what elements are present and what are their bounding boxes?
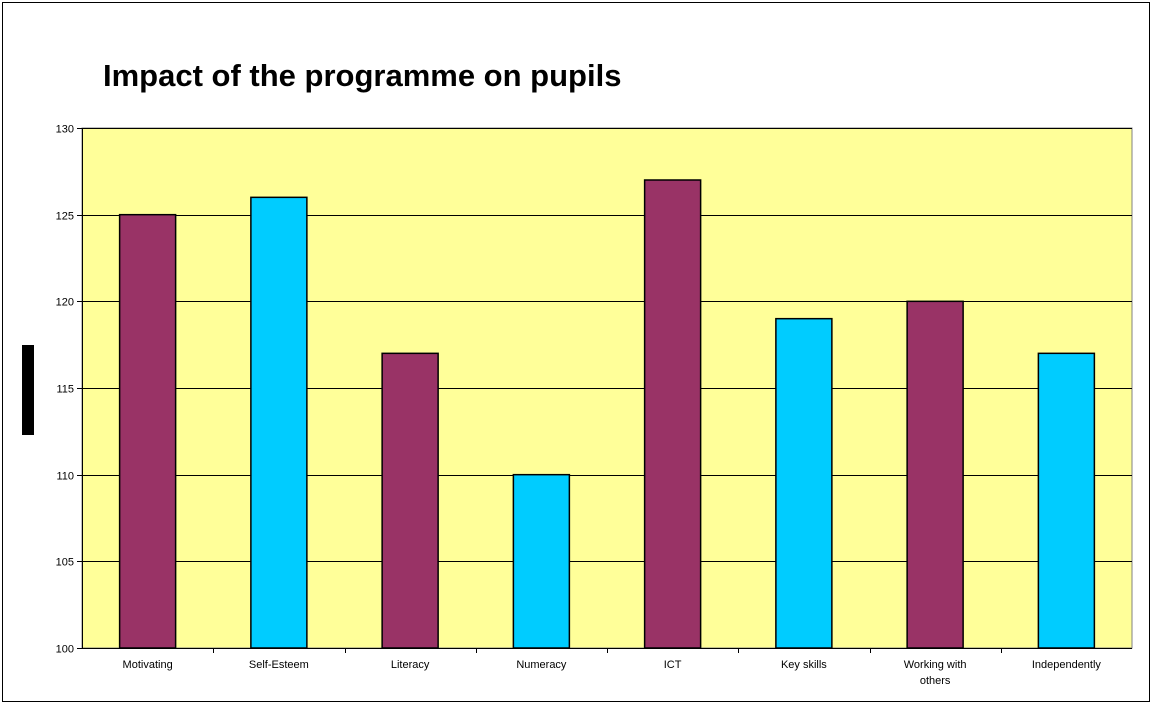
x-tick-label: Key skills — [781, 659, 827, 671]
bar — [381, 352, 439, 649]
y-tick-label: 120 — [56, 297, 74, 309]
y-tick-label: 125 — [56, 211, 74, 223]
bar — [643, 179, 702, 649]
bar — [1037, 352, 1096, 649]
x-tick-label: ICT — [664, 659, 682, 671]
y-tick-label: 105 — [56, 557, 74, 569]
bar — [250, 196, 308, 649]
y-tick-label: 100 — [56, 644, 74, 656]
x-tick-label: Independently — [1032, 659, 1102, 671]
chart-title: Impact of the programme on pupils — [103, 58, 622, 93]
x-tick-label: Self-Esteem — [249, 659, 309, 671]
x-tick-label: Numeracy — [516, 659, 567, 671]
bar — [118, 213, 177, 649]
bars — [118, 179, 1096, 649]
bar — [775, 317, 833, 649]
x-tick-label: Motivating — [123, 659, 173, 671]
y-axis-label — [22, 345, 34, 435]
y-tick-label: 110 — [56, 471, 74, 483]
tick-labels: 100 105 110 115 120 125 130 Motivating Self-Este… — [56, 124, 1102, 688]
bar — [906, 300, 964, 649]
x-tick-label: Working with others — [904, 659, 967, 687]
y-tick-label: 130 — [56, 124, 74, 136]
y-tick-label: 115 — [56, 384, 74, 396]
axes — [77, 128, 1132, 653]
bar — [512, 473, 571, 649]
x-tick-label: Literacy — [391, 659, 430, 671]
